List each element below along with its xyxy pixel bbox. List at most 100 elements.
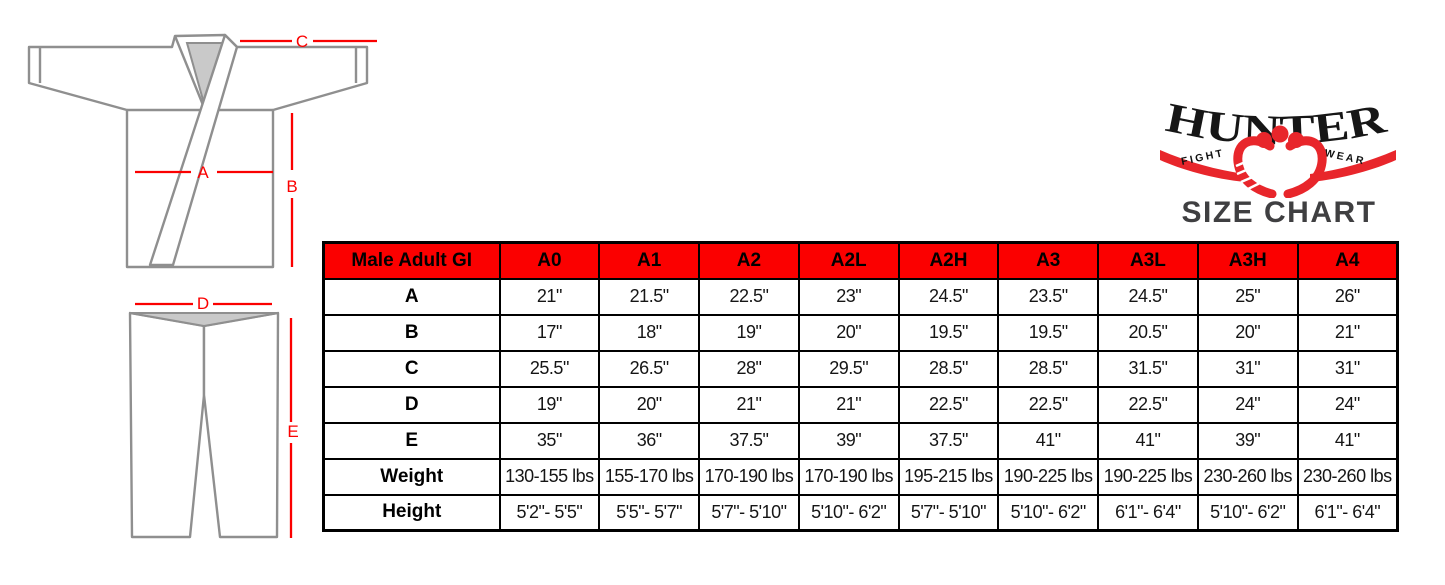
size-value-cell: 170-190 lbs [797,457,900,496]
measure-label-e: E [287,422,298,441]
size-value-cell: 5'5"- 5'7" [598,493,701,532]
size-table-row: Weight 130-155 lbs 155-170 lbs 170-190 lbs 1… [322,457,1399,496]
size-value-cell: 20" [797,313,900,352]
pants-waistband [129,312,279,328]
measure-label-d: D [197,294,209,313]
size-table-head: Male Adult GI A0 A1 A2 A2L A2H A3 A3L A3H A4 [322,241,1399,280]
size-table-row: Height 5'2"- 5'5" 5'5"- 5'7" 5'7"- 5'10" 5'1… [322,493,1399,532]
size-value-cell: 24" [1296,385,1399,424]
size-value-cell: 39" [1196,421,1299,460]
size-value-cell: 31" [1296,349,1399,388]
jacket-lapel-band [148,33,239,267]
measure-label-c: C [296,32,308,51]
size-column-header: A1 [598,241,701,280]
size-value-cell: 23.5" [997,277,1100,316]
size-value-cell: 26.5" [598,349,701,388]
size-value-cell: 28.5" [897,349,1000,388]
glove-knuckle-icon [1271,125,1289,143]
measure-label-b: B [286,177,297,196]
size-table-header-row: Male Adult GI A0 A1 A2 A2L A2H A3 A3L A3H A4 [322,241,1399,280]
size-value-cell: 230-260 lbs [1196,457,1299,496]
size-value-cell: 23" [797,277,900,316]
size-value-cell: 22.5" [997,385,1100,424]
row-label: C [322,349,501,388]
glove-laces [1235,158,1261,191]
size-value-cell: 41" [1296,421,1399,460]
size-value-cell: 5'10"- 6'2" [797,493,900,532]
row-label: E [322,421,501,460]
size-value-cell: 26" [1296,277,1399,316]
size-value-cell: 24.5" [897,277,1000,316]
size-value-cell: 20" [598,385,701,424]
row-label: B [322,313,501,352]
size-value-cell: 5'7"- 5'10" [698,493,800,532]
size-value-cell: 36" [598,421,701,460]
size-value-cell: 41" [997,421,1100,460]
size-value-cell: 20" [1196,313,1299,352]
size-value-cell: 130-155 lbs [498,457,601,496]
size-value-cell: 190-225 lbs [1097,457,1199,496]
hunter-logo-wordmark: HUNTER [1162,95,1391,154]
size-column-header: A3 [997,241,1100,280]
size-column-header: A3H [1196,241,1299,280]
size-value-cell: 37.5" [698,421,800,460]
pants-left-leg [128,311,206,539]
size-column-header: A0 [498,241,601,280]
glove-left [1233,136,1277,198]
size-value-cell: 18" [598,313,701,352]
glove-knuckle-icon [1256,132,1272,148]
size-value-cell: 230-260 lbs [1296,457,1399,496]
row-label: D [322,385,501,424]
pants-right-leg [202,311,280,539]
size-value-cell: 5'10"- 6'2" [1196,493,1299,532]
jacket-left-collar-edge [173,35,205,106]
size-value-cell: 5'10"- 6'2" [997,493,1100,532]
size-value-cell: 19" [698,313,800,352]
hunter-logo-text: HUNTER [1162,95,1391,154]
size-value-cell: 24" [1196,385,1299,424]
size-value-cell: 5'7"- 5'10" [897,493,1000,532]
logo-left-wing [1160,150,1246,182]
size-column-header: A4 [1296,241,1399,280]
size-value-cell: 22.5" [897,385,1000,424]
size-value-cell: 6'1"- 6'4" [1296,493,1399,532]
size-column-header: A2H [897,241,1000,280]
logo-word-fight: FIGHT [1180,147,1226,168]
size-value-cell: 17" [498,313,601,352]
size-value-cell: 31" [1196,349,1299,388]
size-value-cell: 25.5" [498,349,601,388]
size-value-cell: 170-190 lbs [698,457,800,496]
gi-pants-diagram: D E [128,294,299,539]
table-title-cell: Male Adult GI [322,241,501,280]
logo-right-wing [1310,150,1396,182]
size-value-cell: 19.5" [997,313,1100,352]
size-column-header: A3L [1097,241,1199,280]
row-label: A [322,277,501,316]
size-value-cell: 21" [698,385,800,424]
measure-label-a: A [197,163,209,182]
size-column-header: A2 [698,241,800,280]
row-label: Height [322,493,501,532]
size-value-cell: 29.5" [797,349,900,388]
size-table-body: A 21" 21.5" 22.5" 23" 24.5" 23.5" 24.5" 25" 26" B 1… [322,277,1399,532]
size-table-row: E 35" 36" 37.5" 39" 37.5" 41" 41" 39" 41" [322,421,1399,460]
size-value-cell: 41" [1097,421,1199,460]
glove-knuckle-icon [1288,132,1304,148]
logo-word-wear: WEAR [1323,147,1367,167]
size-value-cell: 19.5" [897,313,1000,352]
size-value-cell: 25" [1196,277,1299,316]
size-value-cell: 24.5" [1097,277,1199,316]
size-value-cell: 21.5" [598,277,701,316]
size-value-cell: 35" [498,421,601,460]
size-value-cell: 190-225 lbs [997,457,1100,496]
size-value-cell: 22.5" [1097,385,1199,424]
size-value-cell: 19" [498,385,601,424]
size-value-cell: 21" [1296,313,1399,352]
size-column-header: A2L [797,241,900,280]
gi-jacket-diagram: C A B [27,32,377,269]
size-value-cell: 39" [797,421,900,460]
size-table-row: A 21" 21.5" 22.5" 23" 24.5" 23.5" 24.5" 25" 26" [322,277,1399,316]
glove-right [1283,136,1327,198]
size-value-cell: 155-170 lbs [598,457,701,496]
